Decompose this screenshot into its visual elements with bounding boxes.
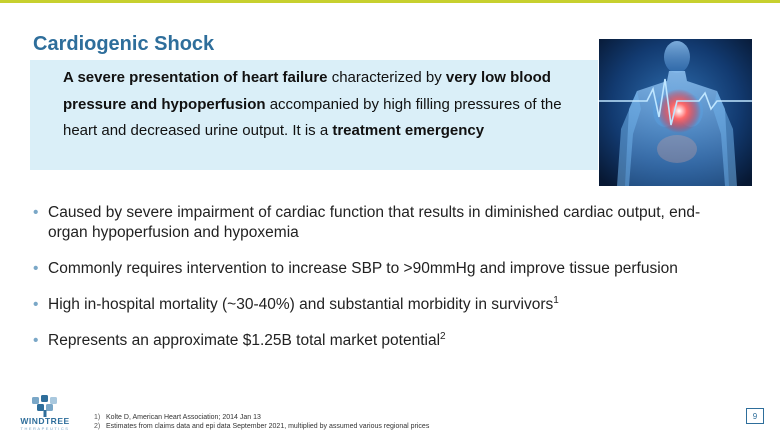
definition-span-2: characterized by [327, 69, 446, 86]
definition-bold-1: A severe presentation of heart failure [63, 69, 328, 86]
bullet-marker: • [33, 332, 39, 349]
bullet-marker: • [33, 204, 39, 221]
key-point-text: High in-hospital mortality (~30-40%) and… [48, 296, 554, 313]
footnote-text: Kolte D, American Heart Association; 201… [106, 414, 261, 421]
footnote-text: Estimates from claims data and epi data … [106, 423, 430, 430]
footnote-number: 1) [94, 414, 101, 421]
definition-text: A severe presentation of heart failure c… [63, 65, 563, 145]
hero-illustration [599, 39, 752, 186]
logo-wordmark: WINDTREE [20, 416, 70, 426]
bullet-marker: • [33, 260, 39, 277]
footnote-number: 2) [94, 423, 101, 430]
top-accent-rule [0, 0, 780, 3]
windtree-logo: WINDTREE THERAPEUTICS [10, 395, 80, 435]
footnote-ref: 2 [440, 330, 446, 342]
logo-subtitle: THERAPEUTICS [20, 426, 70, 431]
human-heart-ecg-image [599, 39, 752, 186]
key-point-text: Caused by severe impairment of cardiac f… [48, 204, 701, 241]
definition-callout: A severe presentation of heart failure c… [30, 60, 598, 170]
key-point-2: • Commonly requires intervention to incr… [33, 259, 733, 279]
bullet-marker: • [33, 296, 39, 313]
footnotes: 1) Kolte D, American Heart Association; 2… [94, 413, 429, 431]
key-point-4: • Represents an approximate $1.25B total… [33, 331, 733, 351]
footnote-ref: 1 [553, 294, 559, 306]
page-number: 9 [746, 408, 764, 424]
key-points-list: • Caused by severe impairment of cardiac… [33, 203, 733, 367]
footnote-2: 2) Estimates from claims data and epi dat… [94, 422, 429, 431]
definition-span-4: accompanied by high filling pressures of… [63, 95, 562, 140]
key-point-text: Commonly requires intervention to increa… [48, 260, 678, 277]
slide-title: Cardiogenic Shock [33, 33, 215, 55]
footnote-1: 1) Kolte D, American Heart Association; 2… [94, 413, 429, 422]
key-point-1: • Caused by severe impairment of cardiac… [33, 203, 733, 243]
definition-bold-5: treatment emergency [332, 122, 485, 139]
key-point-3: • High in-hospital mortality (~30-40%) a… [33, 295, 733, 315]
key-point-text: Represents an approximate $1.25B total m… [48, 332, 441, 349]
windtree-tree-logo [32, 395, 57, 417]
definition-bold-3: very low blood pressure and hypoperfusio… [63, 69, 551, 113]
